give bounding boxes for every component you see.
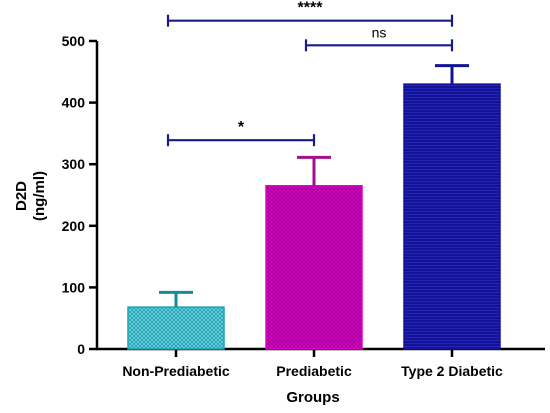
x-tick-label: Type 2 Diabetic [401, 363, 503, 379]
y-axis-title-line1: D2D [13, 181, 30, 211]
x-axis: Non-Prediabetic Prediabetic Type 2 Diabeti… [96, 347, 545, 379]
bar [127, 306, 225, 350]
y-tick-label: 300 [62, 156, 86, 172]
significance-brackets: * ns **** [166, 0, 454, 147]
y-tick-label: 400 [62, 95, 86, 111]
y-tick-label: 0 [77, 341, 85, 357]
bar [265, 185, 363, 350]
y-tick-label: 200 [62, 218, 86, 234]
y-tick-label: 500 [62, 33, 86, 49]
x-axis-title: Groups [286, 389, 339, 406]
y-axis-title-line2: (ng/ml) [31, 171, 48, 221]
y-tick-label: 100 [62, 279, 86, 295]
bars [127, 83, 501, 350]
x-tick-label: Non-Prediabetic [122, 363, 230, 379]
significance-label: **** [298, 0, 324, 17]
significance-label: ns [372, 24, 387, 40]
y-axis: 0 100 200 300 400 500 [62, 33, 99, 357]
significance-label: * [238, 119, 245, 136]
bar [403, 83, 501, 350]
x-tick-label: Prediabetic [276, 363, 352, 379]
error-bars [159, 64, 469, 308]
